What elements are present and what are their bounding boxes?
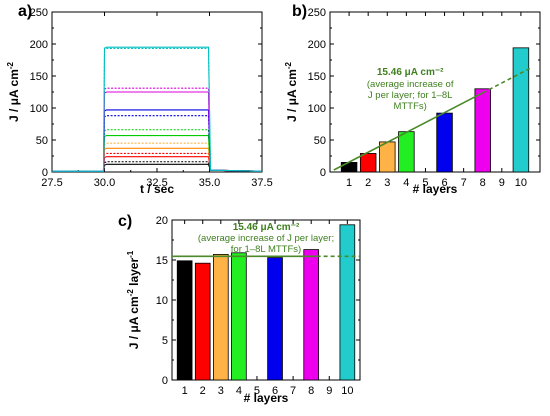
panel-c-xtick-label: 7 bbox=[290, 385, 296, 397]
panel-b-annotation-line-1: (average increase of bbox=[367, 79, 454, 90]
panel-c-ytick-label: 5 bbox=[162, 335, 168, 347]
panel-b-annotation-value: 15.46 μA cm⁻² bbox=[377, 67, 444, 78]
panel-b-xtick-label: 4 bbox=[403, 177, 409, 189]
panel-a-ylabel-sup: -2 bbox=[6, 61, 15, 69]
panel-a-xlabel: t / sec bbox=[140, 182, 174, 196]
panel-a-ytick-label: 250 bbox=[30, 7, 48, 19]
panel-a-label: a) bbox=[18, 3, 32, 20]
panel-c-xtick-label: 6 bbox=[272, 385, 278, 397]
panel-c-bar-1 bbox=[176, 260, 193, 381]
panel-c-bar-2 bbox=[194, 262, 211, 381]
panel-a-ylabel: J / μA cm-2 bbox=[6, 61, 21, 122]
panel-c-xtick-label: 8 bbox=[308, 385, 314, 397]
panel-a-ytick-label: 100 bbox=[30, 103, 48, 115]
panel-c-annotation-line-1: (average increase of J per layer; bbox=[198, 233, 334, 244]
panel-c-ytick-label: 15 bbox=[156, 255, 168, 267]
panel-c-ylabel-tail: layer bbox=[127, 258, 141, 290]
panel-b-ytick-label: 150 bbox=[308, 71, 326, 83]
panel-a-ytick-label: 0 bbox=[42, 167, 48, 179]
panel-b-bar-4 bbox=[398, 131, 415, 173]
panel-b-xtick-label: 2 bbox=[365, 177, 371, 189]
panel-b-bar-6 bbox=[436, 112, 453, 173]
panel-a-series-line-6 bbox=[52, 142, 262, 172]
panel-a-ylabel-main: J / μA cm bbox=[7, 69, 21, 122]
panel-b-ytick-label: 0 bbox=[320, 167, 326, 179]
panel-c-ylabel-sup: -2 bbox=[126, 289, 135, 297]
panel-c-xtick-label: 5 bbox=[254, 385, 260, 397]
panel-b-ylabel-sup: -2 bbox=[284, 61, 293, 69]
panel-b-bar-8 bbox=[474, 88, 491, 173]
panel-a-series-line-14 bbox=[52, 46, 262, 172]
panel-c-ytick-label: 0 bbox=[162, 375, 168, 387]
panel-c-bar-10 bbox=[339, 224, 356, 381]
panel-b-fit-extension bbox=[482, 66, 533, 94]
panel-b-xtick-label: 8 bbox=[480, 177, 486, 189]
panel-c-label: c) bbox=[118, 213, 132, 230]
panel-b-xtick-label: 1 bbox=[346, 177, 352, 189]
panel-a-series-line-13 bbox=[52, 47, 262, 172]
panel-c-xtick-label: 2 bbox=[200, 385, 206, 397]
panel-c-bar-8 bbox=[303, 249, 320, 381]
panel-c-ylabel-sup2: -1 bbox=[126, 250, 135, 258]
panel-b-ytick-label: 200 bbox=[308, 39, 326, 51]
panel-c-ylabel: J / μA cm-2 layer-1 bbox=[126, 250, 141, 349]
panel-b-annotation-line-2: J per layer; for 1‒8L bbox=[368, 90, 453, 101]
panel-c-xtick-label: 4 bbox=[236, 385, 242, 397]
panel-b-annotation-line-3: MTTFs) bbox=[394, 101, 427, 112]
panel-b-bar-1 bbox=[340, 161, 358, 173]
panel-b-bar-2 bbox=[359, 153, 377, 173]
panel-b-xtick-label: 6 bbox=[441, 177, 447, 189]
panel-b-ytick-label: 50 bbox=[314, 135, 326, 147]
panel-c-xlabel: # layers bbox=[244, 391, 289, 405]
panel-c-bar-6 bbox=[267, 257, 283, 381]
panel-a-ytick-label: 50 bbox=[36, 135, 48, 147]
panel-c-ylabel-main: J / μA cm bbox=[127, 296, 141, 349]
panel-c-xtick-label: 3 bbox=[218, 385, 224, 397]
panel-a-series-line-11 bbox=[52, 91, 262, 172]
panel-c-xtick-label: 10 bbox=[341, 385, 353, 397]
panel-b-xlabel: # layers bbox=[413, 182, 458, 196]
panel-b-ytick-label: 100 bbox=[308, 103, 326, 115]
panel-b-bar-3 bbox=[379, 141, 396, 173]
panel-a-ytick-label: 200 bbox=[30, 39, 48, 51]
panel-b-xtick-label: 3 bbox=[384, 177, 390, 189]
panel-a-xtick-label: 35.0 bbox=[199, 177, 220, 189]
panel-b-ylabel: J / μA cm-2 bbox=[284, 61, 299, 122]
panel-b-xtick-label: 9 bbox=[499, 177, 505, 189]
panel-a-xtick-label: 30.0 bbox=[94, 177, 115, 189]
panel-b-xtick-label: 7 bbox=[461, 177, 467, 189]
panel-b-bar-10 bbox=[512, 47, 530, 173]
panel-a-xtick-label: 27.5 bbox=[41, 177, 62, 189]
panel-a-ytick-label: 150 bbox=[30, 71, 48, 83]
panel-b-ylabel-main: J / μA cm bbox=[285, 69, 299, 122]
panel-b-xtick-label: 5 bbox=[422, 177, 428, 189]
panel-b-ytick-label: 250 bbox=[308, 7, 326, 19]
panel-c-bar-4 bbox=[231, 252, 247, 381]
panel-b-fit-line bbox=[333, 92, 484, 171]
panel-c-ytick-label: 20 bbox=[156, 215, 168, 227]
panel-c-bar-3 bbox=[212, 253, 229, 381]
panel-a-series-line-5 bbox=[52, 147, 262, 172]
panel-b-label: b) bbox=[292, 3, 307, 20]
panel-c-xtick-label: 9 bbox=[326, 385, 332, 397]
panel-c-annotation-line-2: for 1‒8L MTTFs) bbox=[231, 244, 301, 255]
panel-c-xtick-label: 1 bbox=[182, 385, 188, 397]
panel-c-annotation-value: 15.46 μA cm⁻² bbox=[233, 222, 300, 233]
panel-a-xtick-label: 32.5 bbox=[146, 177, 167, 189]
panel-b-xtick-label: 10 bbox=[515, 177, 527, 189]
panel-c-ytick-label: 10 bbox=[156, 295, 168, 307]
panel-a-xtick-label: 37.5 bbox=[251, 177, 272, 189]
